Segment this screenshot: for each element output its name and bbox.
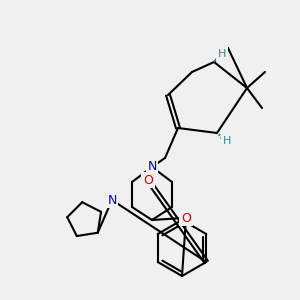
Text: N: N <box>107 194 117 206</box>
Text: O: O <box>181 212 191 224</box>
Text: O: O <box>143 173 153 187</box>
Text: H: H <box>218 49 226 59</box>
Polygon shape <box>214 50 225 62</box>
Text: H: H <box>223 136 231 146</box>
Text: N: N <box>147 160 157 173</box>
